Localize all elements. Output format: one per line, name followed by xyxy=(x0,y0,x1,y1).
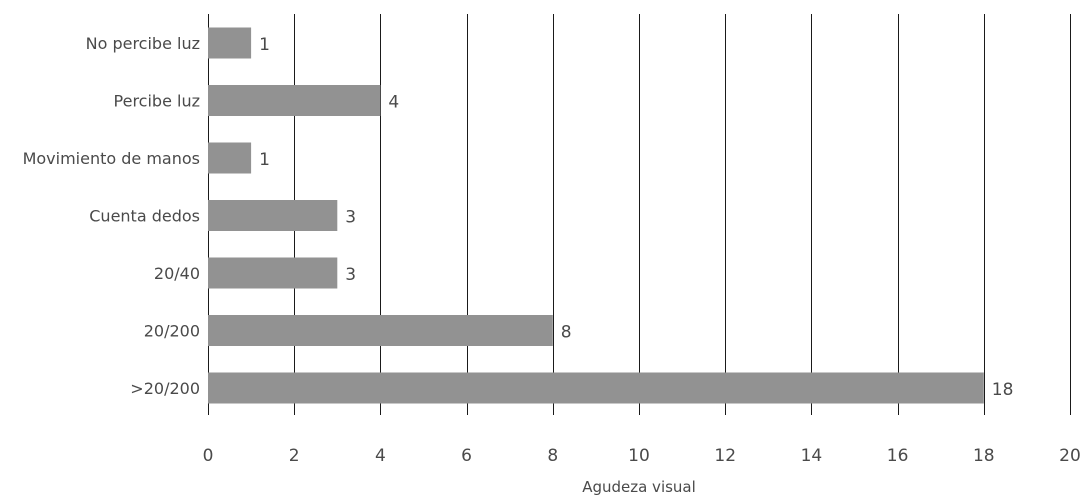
x-tick-label: 6 xyxy=(461,446,472,466)
x-tick-label: 0 xyxy=(203,446,214,466)
x-tick-label: 16 xyxy=(887,446,909,466)
bars xyxy=(208,27,984,404)
category-label: >20/200 xyxy=(130,379,200,398)
bar xyxy=(208,142,252,174)
category-label: Percibe luz xyxy=(114,92,200,111)
value-labels: 1 4 1 3 3 8 18 xyxy=(259,35,1013,400)
category-label: Movimiento de manos xyxy=(23,149,200,168)
x-axis-label: Agudeza visual xyxy=(582,478,696,496)
bar xyxy=(208,257,338,289)
grid-lines xyxy=(208,14,1071,415)
x-tick-label: 20 xyxy=(1059,446,1081,466)
value-label: 18 xyxy=(992,380,1014,400)
bar xyxy=(208,27,252,59)
category-label: No percibe luz xyxy=(86,34,200,53)
x-tick-label: 10 xyxy=(628,446,650,466)
x-tick-label: 12 xyxy=(714,446,736,466)
value-label: 4 xyxy=(388,93,399,113)
value-label: 8 xyxy=(561,323,572,343)
bar xyxy=(208,315,553,346)
x-tick-label: 18 xyxy=(973,446,995,466)
value-label: 1 xyxy=(259,150,270,170)
category-label: 20/40 xyxy=(154,264,200,283)
category-label: Cuenta dedos xyxy=(89,207,200,226)
value-label: 3 xyxy=(345,265,356,285)
x-tick-label: 8 xyxy=(547,446,558,466)
bar xyxy=(208,200,338,231)
value-label: 3 xyxy=(345,208,356,228)
bar xyxy=(208,372,984,404)
category-labels: No percibe luz Percibe luz Movimiento de m… xyxy=(23,34,200,398)
category-label: 20/200 xyxy=(144,322,200,341)
x-tick-label: 14 xyxy=(801,446,823,466)
x-tick-label: 4 xyxy=(375,446,386,466)
x-tick-labels: 0 2 4 6 8 10 12 14 16 18 20 xyxy=(203,446,1081,466)
bar xyxy=(208,85,381,116)
x-tick-label: 2 xyxy=(289,446,300,466)
value-label: 1 xyxy=(259,35,270,55)
